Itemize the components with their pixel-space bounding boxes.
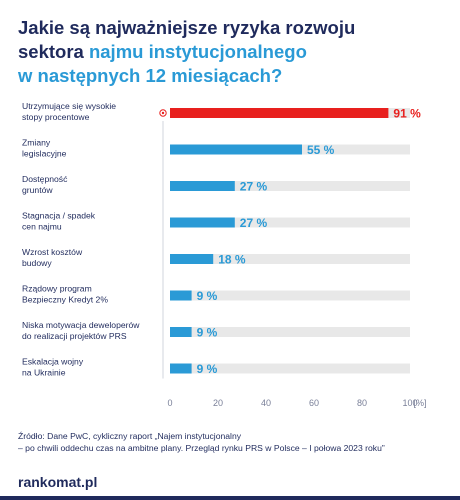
source-line-1: Źródło: Dane PwC, cykliczny raport „Naje… <box>18 431 242 441</box>
source-line-2: – po chwili oddechu czas na ambitne plan… <box>18 443 385 453</box>
category-label: Utrzymujące się wysokie <box>22 101 116 111</box>
bar-track <box>170 290 410 301</box>
x-tick-label: 0 <box>167 398 172 408</box>
category-label: legislacyjne <box>22 149 67 159</box>
x-tick-label: 60 <box>309 398 319 408</box>
category-label: Zmiany <box>22 138 51 148</box>
title-line-2-accent: najmu instytucjonalnego <box>88 41 307 62</box>
value-label: 9 % <box>197 289 218 303</box>
footer-rule <box>0 496 460 500</box>
bar-track <box>170 363 410 374</box>
x-tick-label: 20 <box>213 398 223 408</box>
bar-track <box>170 327 410 337</box>
category-label: na Ukrainie <box>22 368 66 378</box>
category-label: cen najmu <box>22 222 62 232</box>
title-line-2-plain: sektora <box>18 41 89 62</box>
bar <box>170 108 389 118</box>
category-label: Wzrost kosztów <box>22 247 83 257</box>
value-label: 18 % <box>218 253 246 267</box>
category-label: Dostępność <box>22 174 68 184</box>
bar <box>170 327 192 337</box>
bar <box>170 217 235 228</box>
bar <box>170 181 235 191</box>
category-label: stopy procentowe <box>22 112 90 122</box>
value-label: 9 % <box>197 362 218 376</box>
title-line-3: w następnych 12 miesiącach? <box>18 65 283 86</box>
highlight-marker-ring <box>159 109 167 117</box>
category-label: do realizacji projektów PRS <box>22 331 127 341</box>
x-axis-unit: [%] <box>413 398 426 408</box>
category-label: Eskalacja wojny <box>22 357 84 367</box>
bar-track <box>170 181 410 191</box>
category-label: budowy <box>22 258 52 268</box>
category-label: Stagnacja / spadek <box>22 211 96 221</box>
bar <box>170 144 302 155</box>
category-label: gruntów <box>22 185 53 195</box>
x-tick-label: 80 <box>357 398 367 408</box>
chart-title: Jakie są najważniejsze ryzyka rozwoju se… <box>18 16 448 88</box>
category-label: Bezpieczny Kredyt 2% <box>22 295 108 305</box>
title-line-1: Jakie są najważniejsze ryzyka rozwoju <box>18 17 356 38</box>
title-line-2: sektora najmu instytucjonalnego <box>18 40 448 64</box>
bar <box>170 363 192 374</box>
rankomat-logo: rankomat.pl <box>18 474 98 490</box>
category-label: Niska motywacja deweloperów <box>22 320 140 330</box>
bar-track <box>170 254 410 264</box>
bar <box>170 254 214 264</box>
highlight-marker-dot <box>161 111 165 115</box>
value-label: 27 % <box>240 216 268 230</box>
source-note: Źródło: Dane PwC, cykliczny raport „Naje… <box>18 430 448 454</box>
footer: rankomat.pl <box>0 466 460 500</box>
x-tick-label: 40 <box>261 398 271 408</box>
value-label: 27 % <box>240 180 268 194</box>
value-label: 55 % <box>307 143 335 157</box>
bar-track <box>170 217 410 228</box>
value-label: 9 % <box>197 326 218 340</box>
x-tick-label: 100 <box>402 398 417 408</box>
value-label: 91 % <box>393 107 421 121</box>
category-label: Rządowy program <box>22 284 92 294</box>
bar <box>170 290 192 301</box>
